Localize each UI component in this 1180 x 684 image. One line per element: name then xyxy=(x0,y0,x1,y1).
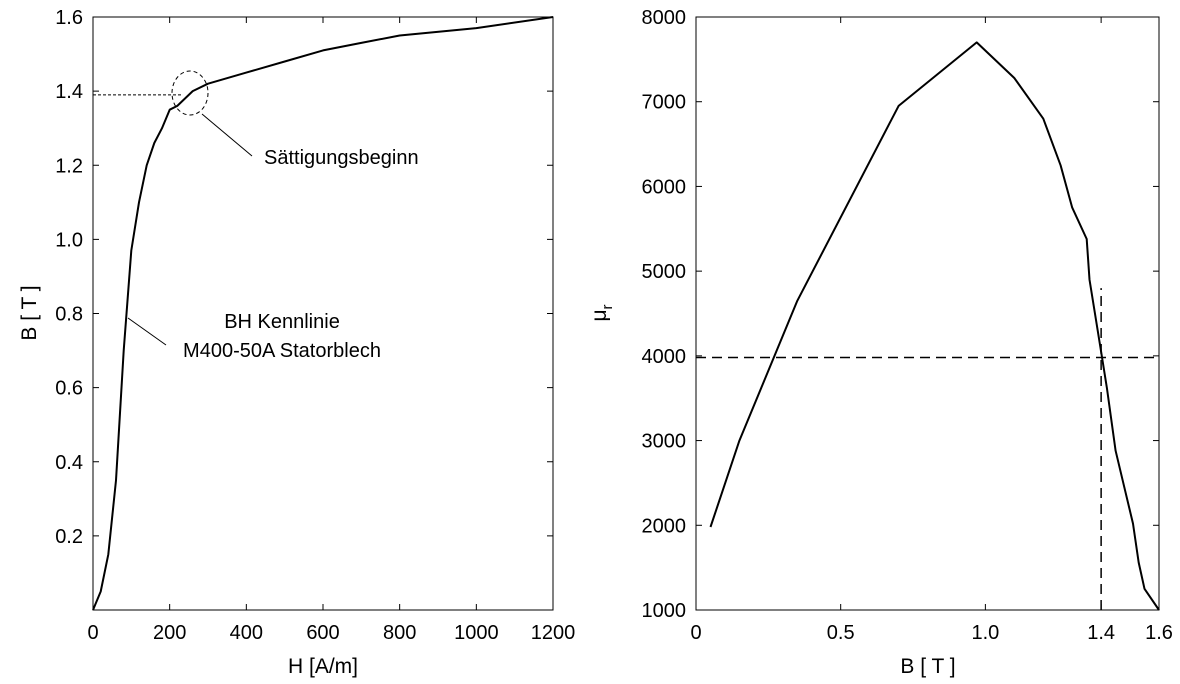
bh-y-tick-label: 0.6 xyxy=(55,378,83,400)
bh-x-tick-label: 400 xyxy=(230,622,263,644)
bh-x-tick-label: 1000 xyxy=(454,622,499,644)
bh-curve-leader-line xyxy=(127,317,167,346)
mu-y-tick-label: 5000 xyxy=(642,261,687,283)
bh-y-tick-label: 0.4 xyxy=(55,452,83,474)
annotation-bh-title: BH Kennlinie xyxy=(224,311,340,333)
mu-y-tick-label: 6000 xyxy=(642,176,687,198)
mu-plot-frame xyxy=(695,16,1160,611)
mu-y-axis-label: μr xyxy=(588,304,616,321)
mu-x-tick-label: 1.4 xyxy=(1087,622,1115,644)
bh-x-tick-label: 1200 xyxy=(531,622,576,644)
mu-y-tick-label: 1000 xyxy=(642,600,687,622)
mu-series-line xyxy=(709,41,1160,611)
bh-x-tick-label: 200 xyxy=(153,622,186,644)
bh-x-tick-label: 0 xyxy=(87,622,98,644)
bh-y-tick-label: 1.0 xyxy=(55,229,83,251)
saturation-leader-line xyxy=(201,113,253,157)
bh-y-tick-label: 0.8 xyxy=(55,304,83,326)
mu-y-axis-symbol: μ xyxy=(588,309,611,321)
bh-y-tick-label: 1.4 xyxy=(55,81,83,103)
bh-y-tick-label: 1.6 xyxy=(55,7,83,29)
mu-y-axis-subscript: r xyxy=(599,304,616,309)
mu-x-tick-label: 0 xyxy=(690,622,701,644)
mu-x-tick-label: 1.6 xyxy=(1145,622,1173,644)
bh-y-tick-label: 0.2 xyxy=(55,526,83,548)
mu-x-tick-label: 0.5 xyxy=(827,622,855,644)
bh-x-tick-label: 800 xyxy=(383,622,416,644)
permeability-chart: 0 0.5 1.0 1.4 1.6 1000 2000 3000 4000 5000 6000 70… xyxy=(588,7,1173,678)
mu-y-tick-label: 4000 xyxy=(642,346,687,368)
saturation-marker-ellipse xyxy=(171,70,209,116)
mu-y-tick-label: 8000 xyxy=(642,7,687,29)
bh-y-axis-label: B [ T ] xyxy=(18,285,41,340)
mu-y-tick-label: 7000 xyxy=(642,92,687,114)
mu-x-tick-label: 1.0 xyxy=(971,622,999,644)
mu-y-tick-label: 2000 xyxy=(642,515,687,537)
bh-curve-chart: 0 200 400 600 800 1000 1200 0.2 0.4 0.6 0.8 1.0 1.2… xyxy=(18,7,575,678)
bh-y-tick-label: 1.2 xyxy=(55,155,83,177)
annotation-bh-material: M400-50A Statorblech xyxy=(183,340,381,362)
bh-x-tick-label: 600 xyxy=(306,622,339,644)
mu-y-tick-label: 3000 xyxy=(642,431,687,453)
mu-x-axis-label: B [ T ] xyxy=(900,655,955,678)
bh-series-line xyxy=(92,16,554,611)
bh-x-axis-label: H [A/m] xyxy=(288,655,358,678)
annotation-saturation: Sättigungsbeginn xyxy=(264,147,419,169)
